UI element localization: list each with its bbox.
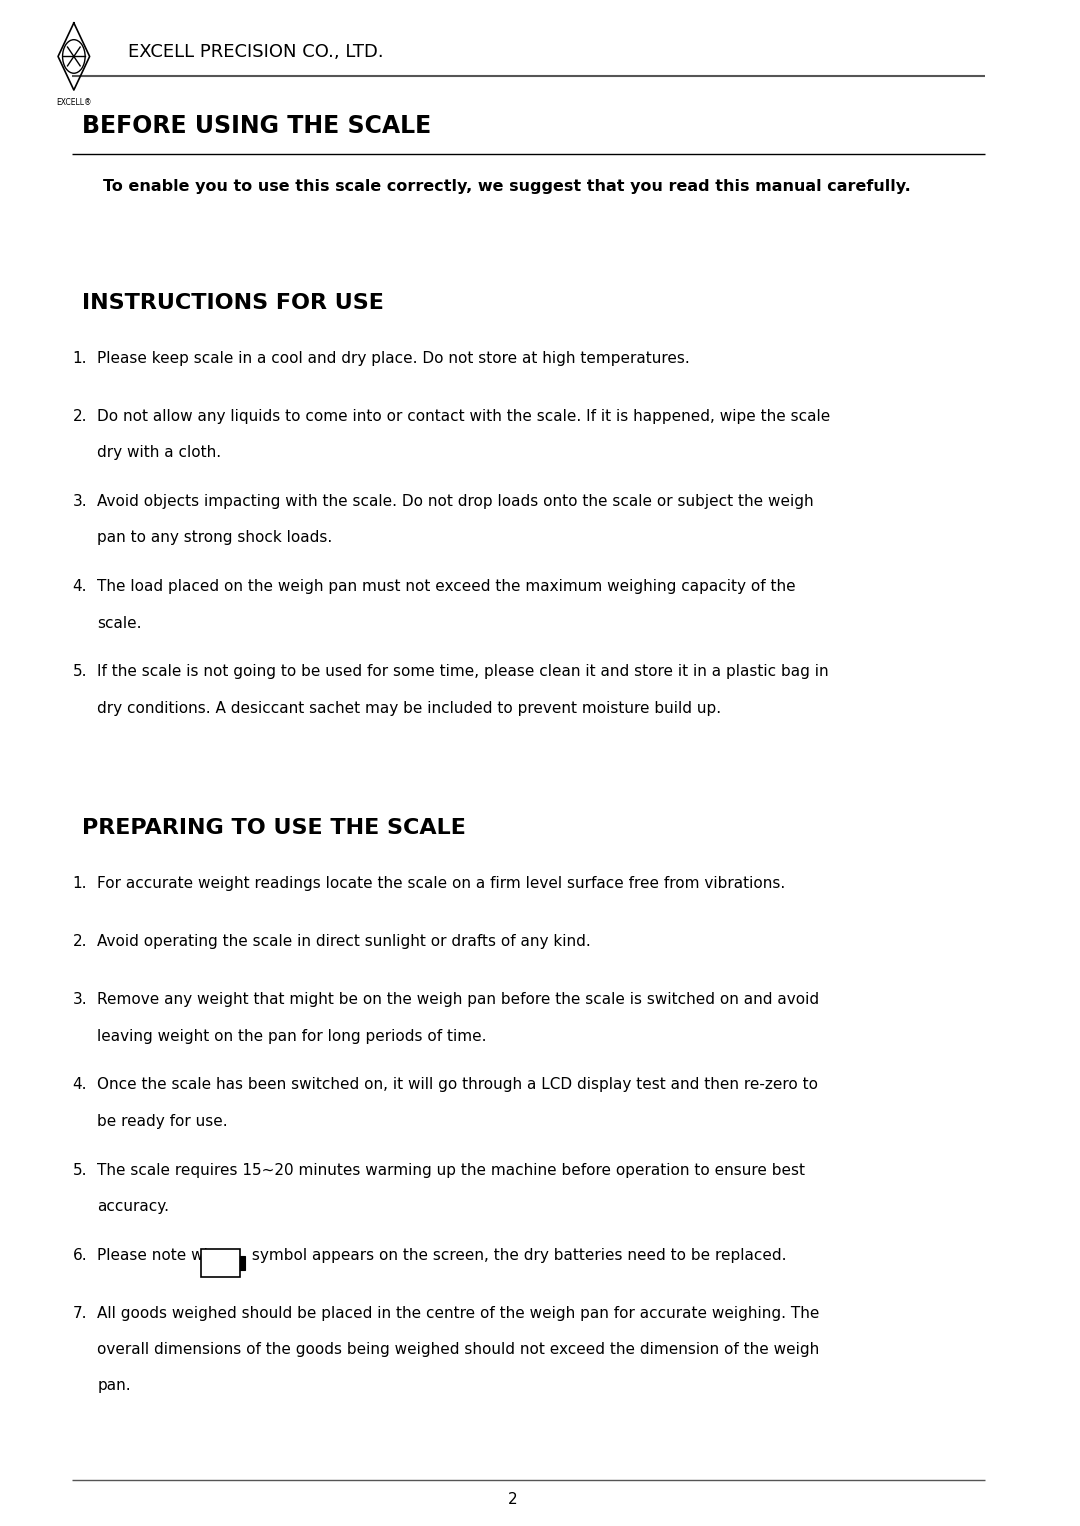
Text: To enable you to use this scale correctly, we suggest that you read this manual : To enable you to use this scale correctl… bbox=[103, 179, 910, 194]
Text: EXCELL®: EXCELL® bbox=[56, 98, 92, 107]
Text: Once the scale has been switched on, it will go through a LCD display test and t: Once the scale has been switched on, it … bbox=[97, 1077, 819, 1093]
Text: accuracy.: accuracy. bbox=[97, 1199, 170, 1213]
Text: EXCELL PRECISION CO., LTD.: EXCELL PRECISION CO., LTD. bbox=[129, 43, 383, 61]
Text: leaving weight on the pan for long periods of time.: leaving weight on the pan for long perio… bbox=[97, 1029, 487, 1044]
FancyBboxPatch shape bbox=[201, 1250, 240, 1277]
Text: The load placed on the weigh pan must not exceed the maximum weighing capacity o: The load placed on the weigh pan must no… bbox=[97, 580, 796, 594]
Text: Avoid objects impacting with the scale. Do not drop loads onto the scale or subj: Avoid objects impacting with the scale. … bbox=[97, 494, 814, 510]
Text: If the scale is not going to be used for some time, please clean it and store it: If the scale is not going to be used for… bbox=[97, 664, 829, 679]
Text: Remove any weight that might be on the weigh pan before the scale is switched on: Remove any weight that might be on the w… bbox=[97, 992, 820, 1007]
Text: 3.: 3. bbox=[72, 992, 87, 1007]
Text: 3.: 3. bbox=[72, 494, 87, 510]
Text: PREPARING TO USE THE SCALE: PREPARING TO USE THE SCALE bbox=[82, 818, 465, 838]
Text: pan.: pan. bbox=[97, 1378, 131, 1393]
Text: dry conditions. A desiccant sachet may be included to prevent moisture build up.: dry conditions. A desiccant sachet may b… bbox=[97, 700, 721, 716]
Text: 4.: 4. bbox=[72, 1077, 87, 1093]
Text: 2.: 2. bbox=[72, 409, 87, 424]
Text: Please note when: Please note when bbox=[97, 1248, 238, 1262]
Text: –: – bbox=[226, 1256, 232, 1270]
Text: 5.: 5. bbox=[72, 1163, 87, 1178]
Text: be ready for use.: be ready for use. bbox=[97, 1114, 228, 1129]
Text: Avoid operating the scale in direct sunlight or drafts of any kind.: Avoid operating the scale in direct sunl… bbox=[97, 934, 591, 949]
Text: 5.: 5. bbox=[72, 664, 87, 679]
Text: overall dimensions of the goods being weighed should not exceed the dimension of: overall dimensions of the goods being we… bbox=[97, 1341, 820, 1357]
Text: +: + bbox=[208, 1257, 217, 1268]
Text: symbol appears on the screen, the dry batteries need to be replaced.: symbol appears on the screen, the dry ba… bbox=[247, 1248, 787, 1262]
Text: 4.: 4. bbox=[72, 580, 87, 594]
Text: 1.: 1. bbox=[72, 351, 87, 366]
Text: 1.: 1. bbox=[72, 876, 87, 891]
Text: 2: 2 bbox=[508, 1492, 517, 1508]
Text: Do not allow any liquids to come into or contact with the scale. If it is happen: Do not allow any liquids to come into or… bbox=[97, 409, 831, 424]
Text: pan to any strong shock loads.: pan to any strong shock loads. bbox=[97, 531, 333, 545]
Text: BEFORE USING THE SCALE: BEFORE USING THE SCALE bbox=[82, 114, 431, 139]
Text: 2.: 2. bbox=[72, 934, 87, 949]
Text: For accurate weight readings locate the scale on a firm level surface free from : For accurate weight readings locate the … bbox=[97, 876, 785, 891]
Text: INSTRUCTIONS FOR USE: INSTRUCTIONS FOR USE bbox=[82, 293, 383, 313]
Text: Please keep scale in a cool and dry place. Do not store at high temperatures.: Please keep scale in a cool and dry plac… bbox=[97, 351, 690, 366]
Text: All goods weighed should be placed in the centre of the weigh pan for accurate w: All goods weighed should be placed in th… bbox=[97, 1306, 820, 1320]
FancyBboxPatch shape bbox=[240, 1256, 245, 1270]
Text: scale.: scale. bbox=[97, 615, 141, 630]
Text: 7.: 7. bbox=[72, 1306, 87, 1320]
Text: 6.: 6. bbox=[72, 1248, 87, 1262]
Text: dry with a cloth.: dry with a cloth. bbox=[97, 446, 221, 461]
Text: The scale requires 15~20 minutes warming up the machine before operation to ensu: The scale requires 15~20 minutes warming… bbox=[97, 1163, 806, 1178]
